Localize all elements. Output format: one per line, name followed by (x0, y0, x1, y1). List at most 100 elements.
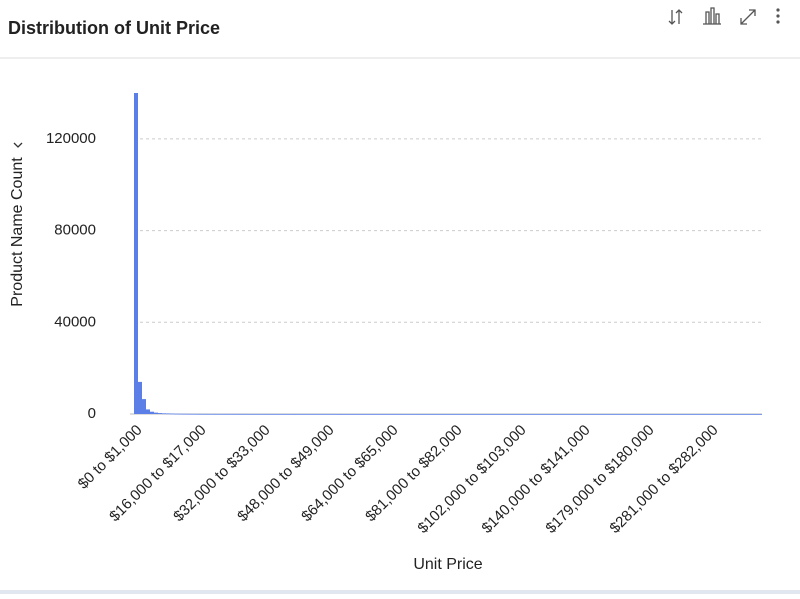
bar (302, 413, 306, 415)
bar (346, 413, 350, 415)
bar (594, 413, 598, 415)
bar (194, 413, 198, 415)
bar (650, 413, 654, 415)
bar (698, 413, 702, 415)
bar (222, 413, 226, 415)
bar (210, 413, 214, 415)
bar (606, 413, 610, 415)
bar (542, 413, 546, 415)
bar (438, 413, 442, 415)
bar (510, 413, 514, 415)
bar (418, 413, 422, 415)
bar (546, 413, 550, 415)
x-tick-label: $140,000 to $141,000 (478, 422, 593, 537)
bar (362, 413, 366, 415)
bar (442, 413, 446, 415)
bar (706, 413, 710, 415)
bar (658, 413, 662, 415)
bar (386, 413, 390, 415)
toolbar[interactable] (668, 7, 780, 25)
bar (554, 413, 558, 415)
bar (154, 412, 158, 414)
bar (294, 413, 298, 415)
bar (366, 413, 370, 415)
bar (710, 413, 714, 415)
bar (190, 413, 194, 415)
sort-icon[interactable] (668, 9, 683, 25)
bar (134, 93, 138, 414)
bar (354, 413, 358, 415)
chart-type-icon[interactable] (703, 7, 721, 25)
bar (566, 413, 570, 415)
bar (730, 413, 734, 415)
bar (494, 413, 498, 415)
bar (562, 413, 566, 415)
bar (570, 413, 574, 415)
bar (350, 413, 354, 415)
bar (358, 413, 362, 415)
bar (202, 413, 206, 415)
bar (578, 413, 582, 415)
bar (590, 413, 594, 415)
bar (702, 413, 706, 415)
bar (718, 413, 722, 415)
bar (218, 413, 222, 415)
bar (138, 381, 142, 414)
bar (174, 413, 178, 415)
bar (662, 413, 666, 415)
bar (538, 413, 542, 415)
bar (254, 413, 258, 415)
bar (426, 413, 430, 415)
bar (550, 413, 554, 415)
bar (574, 413, 578, 415)
bar (586, 413, 590, 415)
bar (458, 413, 462, 415)
y-axis-label: Product Name Count (9, 157, 26, 307)
bar (506, 413, 510, 415)
bar (322, 413, 326, 415)
bar (298, 413, 302, 415)
bar (670, 413, 674, 415)
menu-icon[interactable] (776, 8, 780, 24)
chart-title: Distribution of Unit Price (8, 18, 220, 38)
bar (374, 413, 378, 415)
bar (334, 413, 338, 415)
bar (382, 413, 386, 415)
bar (674, 413, 678, 415)
bar (214, 413, 218, 415)
bar (226, 413, 230, 415)
bar (326, 413, 330, 415)
bar (414, 413, 418, 415)
bar (626, 413, 630, 415)
bar (678, 413, 682, 415)
bar (270, 413, 274, 415)
bar (410, 413, 414, 415)
bar (742, 413, 746, 415)
bar (502, 413, 506, 415)
bar (422, 413, 426, 415)
bar (430, 413, 434, 415)
bar (514, 413, 518, 415)
bar (682, 413, 686, 415)
bar (638, 413, 642, 415)
expand-icon[interactable] (740, 9, 756, 25)
bar (498, 413, 502, 415)
bar (258, 413, 262, 415)
bar (622, 413, 626, 415)
x-tick-label: $281,000 to $282,000 (606, 422, 721, 537)
bar (394, 413, 398, 415)
bar (482, 413, 486, 415)
bar (314, 413, 318, 415)
bar (686, 413, 690, 415)
y-tick-label: 120000 (46, 130, 96, 147)
bar (646, 413, 650, 415)
y-axis-dropdown[interactable] (13, 142, 23, 148)
bar (714, 413, 718, 415)
bar (142, 399, 146, 414)
bar (170, 413, 174, 415)
x-tick-label: $179,000 to $180,000 (542, 422, 657, 537)
bar (290, 413, 294, 415)
bar (474, 413, 478, 415)
bar (286, 413, 290, 415)
bar (150, 411, 154, 414)
